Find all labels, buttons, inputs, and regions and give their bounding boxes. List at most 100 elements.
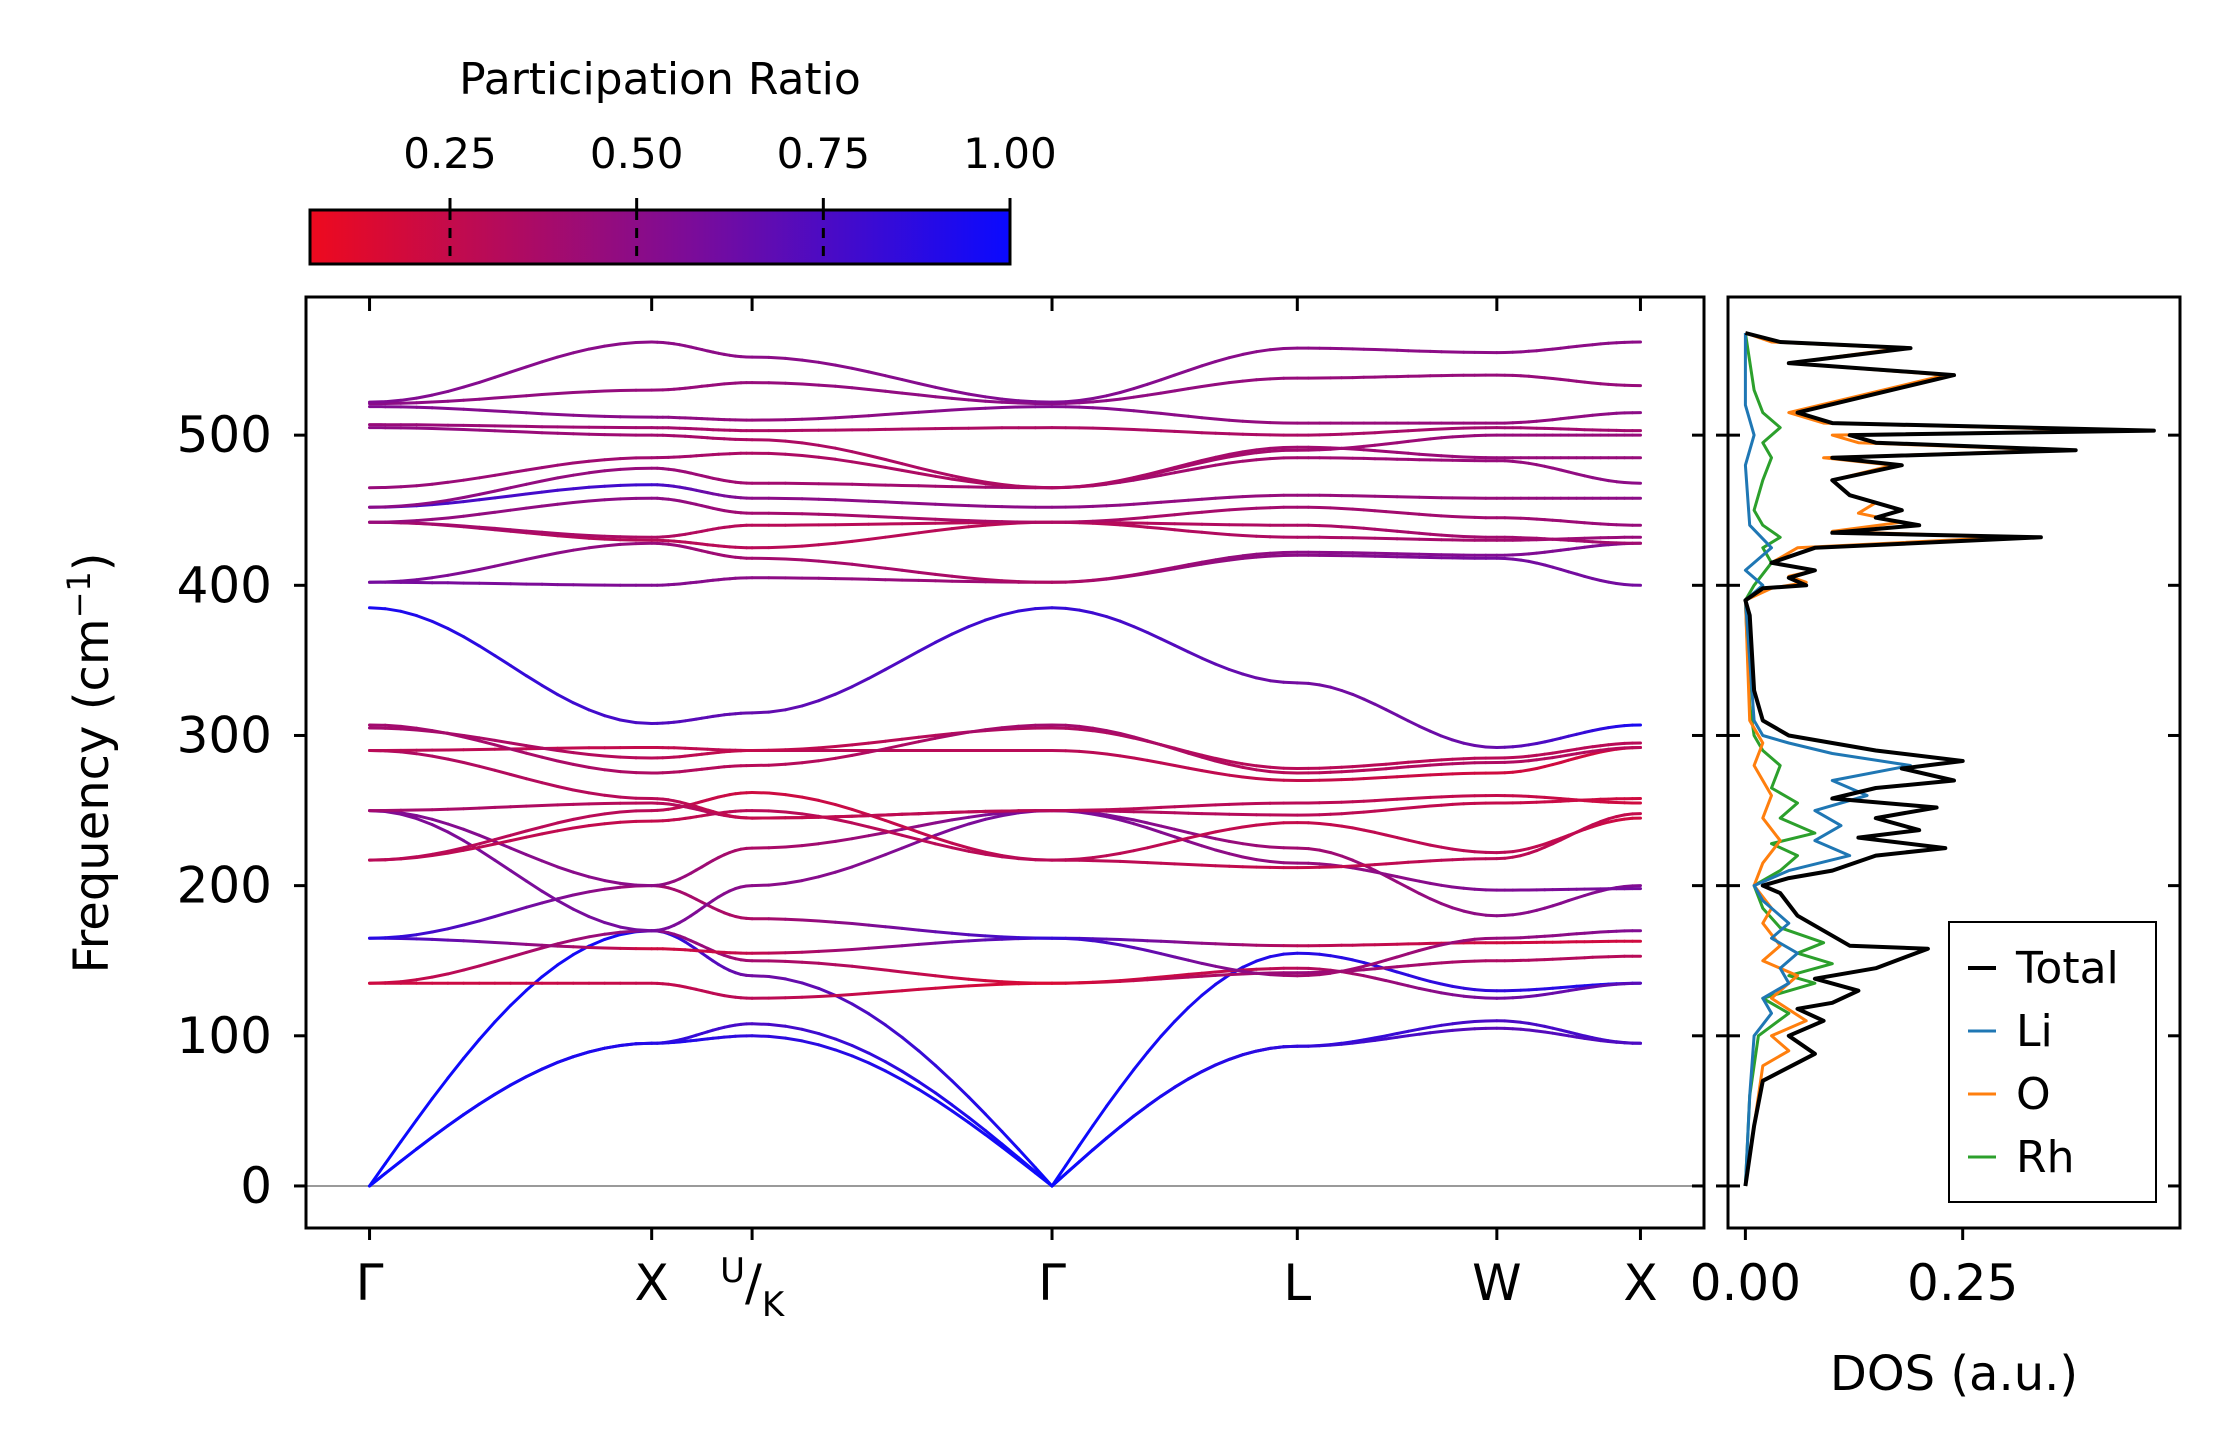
band-segment [462, 964, 481, 972]
band-segment [1105, 407, 1122, 412]
band-segment [383, 607, 403, 613]
band-segment [462, 919, 481, 927]
band-segment [1373, 430, 1388, 435]
band-segment [446, 523, 466, 528]
band-segment [917, 471, 937, 478]
band-segment [1384, 1032, 1399, 1038]
band-segment [1227, 507, 1245, 512]
band-segment [446, 848, 466, 855]
band-segment [1000, 400, 1021, 405]
band-segment [1373, 870, 1388, 876]
band-segment [1384, 874, 1399, 884]
band-segment [1268, 860, 1286, 865]
band-segment [1340, 765, 1355, 769]
band-segment [1439, 772, 1454, 776]
band-segment [1132, 570, 1149, 577]
band-segment [1395, 511, 1410, 515]
band-segment [950, 574, 971, 580]
band-segment [603, 342, 622, 348]
kpoint-label: X [635, 1254, 669, 1312]
band-segment [1200, 753, 1217, 760]
band-segment [1200, 970, 1217, 975]
band-segment [1384, 708, 1399, 717]
band-segment [917, 733, 937, 739]
dos-curves [1743, 331, 2156, 1187]
band-segment [1351, 768, 1366, 773]
band-segment [817, 949, 837, 953]
band-segment [1200, 830, 1217, 837]
band-segment [477, 644, 497, 658]
band-segment [1105, 1086, 1122, 1108]
band-segment [1451, 434, 1466, 439]
band-segment [967, 977, 987, 983]
band-segment [1227, 802, 1245, 806]
band-segment [587, 708, 607, 718]
band-segment [493, 858, 513, 873]
band-segment [446, 757, 466, 764]
band-segment [983, 852, 1004, 859]
band-segment [540, 889, 560, 903]
band-segment [383, 1140, 403, 1166]
band-segment [1417, 724, 1432, 733]
band-segment [1241, 969, 1258, 975]
band-segment [833, 963, 854, 968]
band-segment [917, 941, 937, 946]
band-segment [1105, 979, 1122, 984]
band-segment [750, 883, 771, 888]
band-segment [383, 726, 403, 731]
band-segment [1373, 762, 1388, 767]
band-segment [983, 1133, 1004, 1149]
band-segment [1373, 798, 1388, 803]
band-segment [1340, 507, 1355, 511]
band-segment [1428, 453, 1443, 458]
band-segment [1017, 401, 1037, 405]
band-segment [1329, 851, 1344, 858]
band-segment [1186, 833, 1204, 840]
band-segment [571, 347, 591, 355]
band-segment [983, 726, 1004, 732]
band-segment [1351, 777, 1366, 781]
band-segment [524, 744, 544, 750]
band-segment [587, 822, 607, 828]
band-segment [1186, 414, 1204, 420]
phonon-band [368, 929, 1642, 985]
band-segment [967, 1115, 987, 1132]
band-segment [1384, 766, 1399, 771]
band-segment [1395, 797, 1410, 801]
band-segment [1091, 519, 1108, 523]
band-segment [1417, 841, 1432, 847]
band-segment [1329, 506, 1344, 510]
band-segment [800, 746, 821, 751]
band-segment [1200, 755, 1217, 763]
band-segment [1295, 681, 1310, 685]
band-segment [983, 811, 1004, 817]
band-segment [1159, 743, 1177, 751]
band-segment [1484, 745, 1499, 749]
band-segment [1118, 815, 1136, 822]
band-segment [900, 1069, 921, 1084]
band-segment [1351, 826, 1366, 832]
band-segment [833, 415, 854, 420]
band-segment [1105, 815, 1122, 822]
band-segment [1000, 405, 1021, 409]
band-segment [1340, 525, 1355, 529]
band-segment [850, 514, 871, 518]
band-segment [1254, 1046, 1272, 1053]
legend-label-o: O [2016, 1069, 2051, 1120]
band-segment [603, 467, 622, 473]
band-segment [1268, 551, 1286, 555]
band-segment [1329, 685, 1344, 692]
band-segment [1000, 1142, 1021, 1160]
band-segment [1000, 980, 1021, 985]
band-segment [383, 857, 403, 862]
band-segment [833, 743, 854, 748]
band-segment [540, 683, 560, 697]
band-segment [1214, 771, 1231, 777]
band-segment [1105, 575, 1122, 581]
band-segment [900, 735, 921, 741]
band-segment [1439, 757, 1454, 762]
band-segment [477, 564, 497, 571]
band-segment [462, 827, 481, 837]
band-segment [587, 812, 607, 818]
band-segment [1351, 968, 1366, 973]
